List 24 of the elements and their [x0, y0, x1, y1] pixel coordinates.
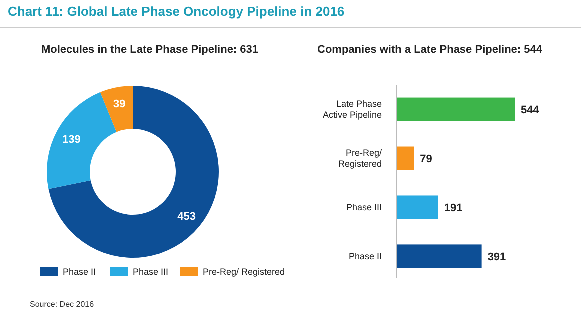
donut-slice [48, 86, 219, 258]
chart-subtitle: Companies with a Late Phase Pipeline: 544 [318, 44, 544, 56]
data-label: 544 [521, 104, 540, 117]
y-tick-label: Late Phase Active Pipeline [322, 99, 382, 120]
chart-subtitle: Molecules in the Late Phase Pipeline: 631 [41, 44, 259, 56]
legend-label: Phase II [63, 267, 96, 277]
y-tick-label: Phase II [348, 251, 382, 262]
bar [397, 98, 515, 122]
data-label: 191 [444, 202, 463, 214]
legend-label: Pre-Reg/ Registered [203, 267, 286, 277]
data-label: 453 [178, 210, 196, 223]
data-label: 139 [62, 134, 81, 146]
bar [397, 196, 438, 220]
bar [397, 244, 482, 268]
y-tick-label: Pre-Reg/ Registered [338, 148, 382, 170]
donut-slice [100, 86, 133, 132]
source-note: Source: Dec 2016 [30, 300, 95, 309]
chart-title: Chart 11: Global Late Phase Oncology Pipeline in 2016 [8, 4, 345, 19]
y-tick-label: Phase III [346, 202, 382, 212]
data-label: 39 [113, 98, 126, 111]
bar [397, 146, 414, 170]
data-label: 79 [420, 154, 432, 166]
data-label: 391 [488, 251, 506, 264]
legend-label: Phase III [133, 267, 169, 277]
